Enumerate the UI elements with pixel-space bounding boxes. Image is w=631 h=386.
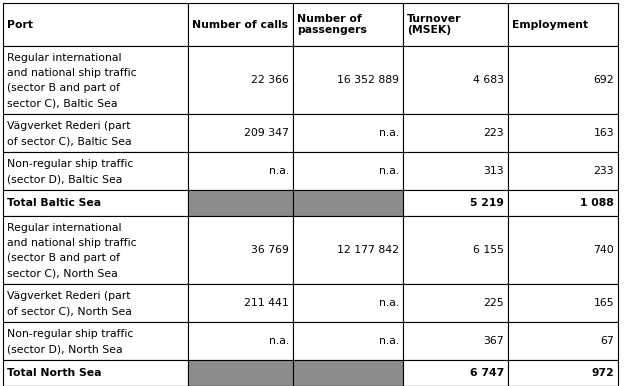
Text: n.a.: n.a. [269, 166, 289, 176]
Text: n.a.: n.a. [269, 336, 289, 346]
Text: sector C), North Sea: sector C), North Sea [7, 268, 118, 278]
Bar [188, 190, 293, 216]
Text: 67: 67 [600, 336, 614, 346]
Text: 1 088: 1 088 [581, 198, 614, 208]
Bar [508, 216, 618, 284]
Bar [3, 360, 188, 386]
Bar [293, 190, 403, 216]
Bar [293, 322, 403, 360]
Bar [3, 216, 188, 284]
Text: 163: 163 [593, 128, 614, 138]
Text: Regular international: Regular international [7, 223, 122, 233]
Bar [293, 284, 403, 322]
Text: 223: 223 [483, 128, 504, 138]
Bar [403, 360, 508, 386]
Text: 12 177 842: 12 177 842 [337, 245, 399, 255]
Bar [188, 284, 293, 322]
Text: 692: 692 [593, 75, 614, 85]
Text: 367: 367 [483, 336, 504, 346]
Bar [3, 284, 188, 322]
Text: n.a.: n.a. [379, 336, 399, 346]
Bar [403, 322, 508, 360]
Bar [3, 114, 188, 152]
Bar [293, 46, 403, 114]
Text: Employment: Employment [512, 20, 588, 29]
Bar [3, 152, 188, 190]
Bar [508, 114, 618, 152]
Text: 972: 972 [591, 368, 614, 378]
Text: Regular international: Regular international [7, 53, 122, 63]
Bar [403, 216, 508, 284]
Text: 22 366: 22 366 [251, 75, 289, 85]
Bar [3, 190, 188, 216]
Text: (sector B and part of: (sector B and part of [7, 253, 120, 263]
Bar [188, 114, 293, 152]
Bar [403, 190, 508, 216]
Text: Non-regular ship traffic: Non-regular ship traffic [7, 329, 133, 339]
Text: 225: 225 [483, 298, 504, 308]
Bar [403, 284, 508, 322]
Text: Number of
passengers: Number of passengers [297, 14, 367, 35]
Text: 4 683: 4 683 [473, 75, 504, 85]
Text: 6 155: 6 155 [473, 245, 504, 255]
Bar [293, 152, 403, 190]
Text: 209 347: 209 347 [244, 128, 289, 138]
Text: Non-regular ship traffic: Non-regular ship traffic [7, 159, 133, 169]
Text: 313: 313 [483, 166, 504, 176]
Text: 165: 165 [593, 298, 614, 308]
Text: and national ship traffic: and national ship traffic [7, 68, 137, 78]
Text: sector C), Baltic Sea: sector C), Baltic Sea [7, 98, 117, 108]
Bar [293, 3, 403, 46]
Bar [3, 322, 188, 360]
Bar [3, 46, 188, 114]
Bar [293, 216, 403, 284]
Bar [403, 46, 508, 114]
Bar [508, 190, 618, 216]
Text: (sector B and part of: (sector B and part of [7, 83, 120, 93]
Text: 36 769: 36 769 [251, 245, 289, 255]
Text: 6 747: 6 747 [469, 368, 504, 378]
Text: of sector C), North Sea: of sector C), North Sea [7, 306, 132, 317]
Bar [508, 284, 618, 322]
Bar [508, 360, 618, 386]
Bar [403, 114, 508, 152]
Text: Total Baltic Sea: Total Baltic Sea [7, 198, 101, 208]
Bar [188, 322, 293, 360]
Text: Port: Port [7, 20, 33, 29]
Text: 233: 233 [593, 166, 614, 176]
Text: Number of calls: Number of calls [192, 20, 288, 29]
Bar [508, 152, 618, 190]
Text: n.a.: n.a. [379, 128, 399, 138]
Text: of sector C), Baltic Sea: of sector C), Baltic Sea [7, 136, 132, 146]
Bar [188, 3, 293, 46]
Text: Vägverket Rederi (part: Vägverket Rederi (part [7, 121, 131, 131]
Bar [508, 46, 618, 114]
Text: 5 219: 5 219 [470, 198, 504, 208]
Bar [293, 360, 403, 386]
Bar [508, 3, 618, 46]
Bar [188, 46, 293, 114]
Text: (sector D), North Sea: (sector D), North Sea [7, 344, 122, 354]
Bar [403, 152, 508, 190]
Text: (sector D), Baltic Sea: (sector D), Baltic Sea [7, 174, 122, 185]
Text: n.a.: n.a. [379, 166, 399, 176]
Text: 211 441: 211 441 [244, 298, 289, 308]
Bar [403, 3, 508, 46]
Bar [293, 114, 403, 152]
Text: n.a.: n.a. [379, 298, 399, 308]
Bar [508, 322, 618, 360]
Text: Total North Sea: Total North Sea [7, 368, 102, 378]
Text: Vägverket Rederi (part: Vägverket Rederi (part [7, 291, 131, 301]
Bar [188, 152, 293, 190]
Bar [188, 360, 293, 386]
Text: 740: 740 [593, 245, 614, 255]
Text: Turnover
(MSEK): Turnover (MSEK) [407, 14, 461, 35]
Bar [188, 216, 293, 284]
Text: 16 352 889: 16 352 889 [337, 75, 399, 85]
Bar [3, 3, 188, 46]
Text: and national ship traffic: and national ship traffic [7, 238, 137, 248]
